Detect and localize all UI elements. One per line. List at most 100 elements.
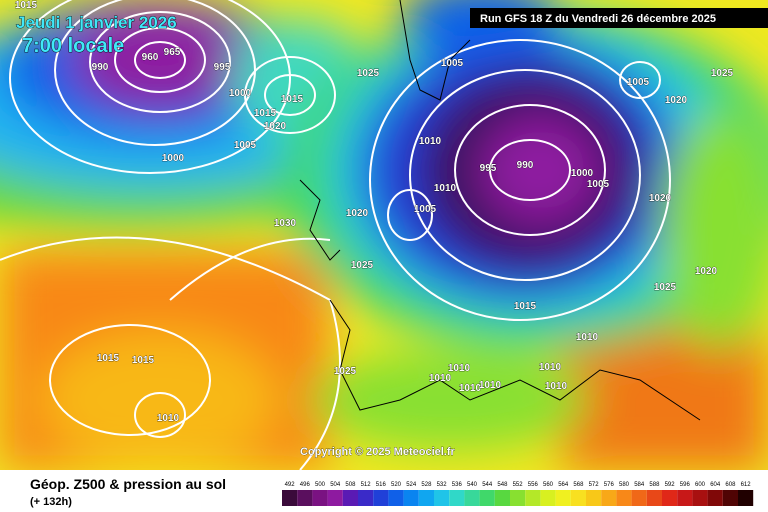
isobar-label: 1020 [346, 208, 369, 219]
colorbar-label: 568 [573, 482, 584, 488]
isobar-label: 1000 [162, 153, 185, 164]
colorbar-label: 512 [361, 482, 372, 488]
color-swatch [677, 490, 693, 506]
isobar-label: 1020 [695, 266, 718, 277]
isobar-label: 1010 [545, 381, 568, 392]
isobar-label: 960 [142, 52, 159, 63]
color-swatch [434, 490, 450, 506]
color-swatch [570, 490, 586, 506]
isobar-label: 1020 [665, 95, 688, 106]
isobar-label: 1005 [587, 179, 610, 190]
color-swatch [312, 490, 328, 506]
color-swatch [616, 490, 632, 506]
colorbar-label: 548 [497, 482, 508, 488]
color-swatch [479, 490, 495, 506]
colorbar-label: 612 [741, 482, 752, 488]
colorbar-label: 540 [467, 482, 478, 488]
color-swatch [525, 490, 541, 506]
color-swatch [586, 490, 602, 506]
colorbar-label: 532 [437, 482, 448, 488]
color-swatch [373, 490, 389, 506]
color-swatch [418, 490, 434, 506]
colorbar-label: 492 [285, 482, 296, 488]
isobar-label: 1010 [459, 383, 482, 394]
isobar-label: 1025 [351, 260, 374, 271]
isobar-label: 1025 [654, 282, 677, 293]
isobar-label: 990 [517, 160, 534, 171]
isobar-label: 1010 [434, 183, 457, 194]
color-swatch [342, 490, 358, 506]
color-swatch [327, 490, 343, 506]
isobar-label: 1010 [448, 363, 471, 374]
run-box [470, 8, 768, 28]
colorbar-label: 576 [604, 482, 615, 488]
color-swatch [464, 490, 480, 506]
isobar-label: 1020 [649, 193, 672, 204]
isobar-label: 1015 [281, 94, 304, 105]
color-swatch [722, 490, 738, 506]
colorbar-label: 504 [330, 482, 341, 488]
isobar-label: 965 [164, 47, 181, 58]
color-swatch [738, 490, 754, 506]
isobar-label: 1005 [414, 204, 437, 215]
footer-lead: (+ 132h) [30, 496, 72, 508]
colorbar-label: 584 [634, 482, 645, 488]
isobar-label: 1015 [514, 301, 537, 312]
colorbar-label: 592 [665, 482, 676, 488]
color-swatch [707, 490, 723, 506]
colorbar-label: 500 [315, 482, 326, 488]
isobar-label: 1015 [15, 0, 38, 11]
colorbar-label: 580 [619, 482, 630, 488]
colorbar-label: 496 [300, 482, 311, 488]
isobar-label: 1010 [539, 362, 562, 373]
date: Jeudi 1 janvier 2026 [16, 13, 177, 32]
isobar-label: 990 [92, 62, 109, 73]
color-swatch [601, 490, 617, 506]
color-swatch [297, 490, 313, 506]
isobar-label: 1000 [229, 88, 252, 99]
color-swatch [358, 490, 374, 506]
colorbar-label: 604 [710, 482, 721, 488]
footer-title: Géop. Z500 & pression au sol [30, 476, 226, 492]
isobar-label: 1010 [157, 413, 180, 424]
colorbar-label: 556 [528, 482, 539, 488]
isobar-label: 1015 [132, 355, 155, 366]
colorbar-label: 572 [589, 482, 600, 488]
isobar-label: 1020 [264, 121, 287, 132]
isobar-label: 1010 [419, 136, 442, 147]
colorbar: 492 496 500 504 508 512 516 520 524 528 532 536 540 5… [282, 482, 754, 506]
isobar-label: 995 [214, 62, 231, 73]
isobar-label: 1010 [429, 373, 452, 384]
colorbar-label: 560 [543, 482, 554, 488]
colorbar-label: 608 [725, 482, 736, 488]
color-swatch [662, 490, 678, 506]
colorbar-label: 528 [421, 482, 432, 488]
time: 7:00 locale [22, 35, 124, 57]
colorbar-label: 516 [376, 482, 387, 488]
isobar-label: 1025 [334, 366, 357, 377]
colorbar-label: 564 [558, 482, 569, 488]
color-swatch [692, 490, 708, 506]
colorbar-label: 536 [452, 482, 463, 488]
colorbar-label: 588 [649, 482, 660, 488]
color-swatch [403, 490, 419, 506]
isobar-label: 1010 [479, 380, 502, 391]
colorbar-label: 544 [482, 482, 493, 488]
run-info: Run GFS 18 Z du Vendredi 26 décembre 202… [480, 13, 716, 25]
colorbar-label: 524 [406, 482, 417, 488]
isobar-label: 1015 [254, 108, 277, 119]
color-swatch [388, 490, 404, 506]
color-swatch [449, 490, 465, 506]
isobar-label: 1000 [571, 168, 594, 179]
color-swatch [631, 490, 647, 506]
isobar-label: 1005 [441, 58, 464, 69]
copyright: Copyright © 2025 Meteociel.fr [300, 446, 456, 458]
map-field: Run GFS 18 Z du Vendredi 26 décembre 202… [0, 0, 768, 470]
isobar-label: 1015 [97, 353, 120, 364]
colorbar-label: 520 [391, 482, 402, 488]
isobar-label: 1030 [274, 218, 297, 229]
isobars [0, 0, 671, 470]
isobar-label: 1025 [711, 68, 734, 79]
